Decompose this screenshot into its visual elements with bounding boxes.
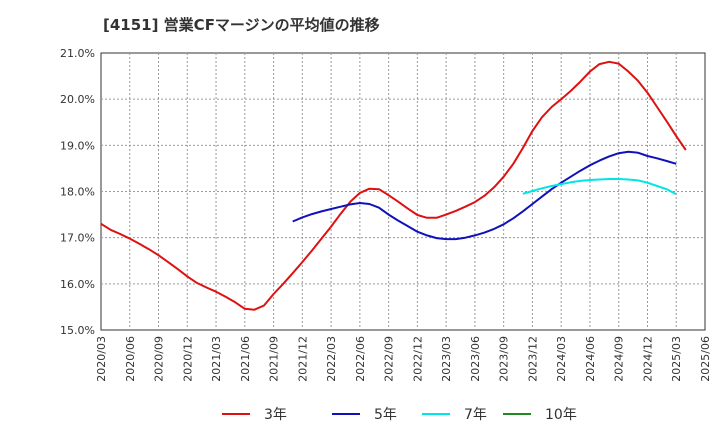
series-line-2: [292, 150, 677, 241]
legend-label: 10年: [545, 407, 577, 423]
x-tick-label: 2024/09: [613, 336, 626, 382]
x-tick-label: 2022/12: [411, 336, 424, 382]
x-tick-label: 2023/12: [526, 336, 539, 382]
x-tick-label: 2020/03: [95, 336, 108, 382]
x-tick-label: 2020/12: [181, 336, 194, 382]
x-tick-label: 2023/09: [498, 336, 511, 382]
x-tick-label: 2022/03: [325, 336, 338, 382]
x-tick-label: 2022/09: [383, 336, 396, 382]
x-tick-label: 2025/06: [699, 336, 712, 382]
chart-title: [4151] 営業CFマージンの平均値の推移: [103, 16, 380, 34]
x-tick-label: 2021/06: [239, 336, 252, 382]
x-tick-label: 2021/09: [268, 336, 281, 382]
x-tick-label: 2022/06: [354, 336, 367, 382]
legend-label: 5年: [374, 407, 397, 423]
x-tick-label: 2020/09: [153, 336, 166, 382]
x-tick-label: 2021/12: [296, 336, 309, 382]
series-lines: [100, 60, 687, 311]
series-line-3: [522, 178, 677, 196]
y-tick-label: 18.0%: [60, 186, 95, 199]
x-tick-label: 2024/12: [641, 336, 654, 382]
x-tick-label: 2024/03: [555, 336, 568, 382]
legend-label: 7年: [464, 407, 487, 423]
x-tick-label: 2021/03: [210, 336, 223, 382]
x-tick-label: 2020/06: [124, 336, 137, 382]
x-tick-label: 2023/06: [469, 336, 482, 382]
series-line-1: [100, 60, 687, 311]
x-tick-label: 2023/03: [440, 336, 453, 382]
y-tick-label: 15.0%: [60, 324, 95, 337]
y-tick-label: 16.0%: [60, 278, 95, 291]
y-tick-label: 20.0%: [60, 93, 95, 106]
legend: 3年 5年 7年 10年: [222, 407, 577, 423]
axes: 2020/03 2020/06 2020/09 2020/12 2021/03 2021/…: [60, 47, 712, 382]
legend-label: 3年: [264, 407, 287, 423]
y-tick-label: 19.0%: [60, 139, 95, 152]
x-tick-label: 2025/03: [670, 336, 683, 382]
y-tick-label: 17.0%: [60, 232, 95, 245]
x-tick-label: 2024/06: [584, 336, 597, 382]
grid: [101, 53, 705, 330]
y-tick-label: 21.0%: [60, 47, 95, 60]
